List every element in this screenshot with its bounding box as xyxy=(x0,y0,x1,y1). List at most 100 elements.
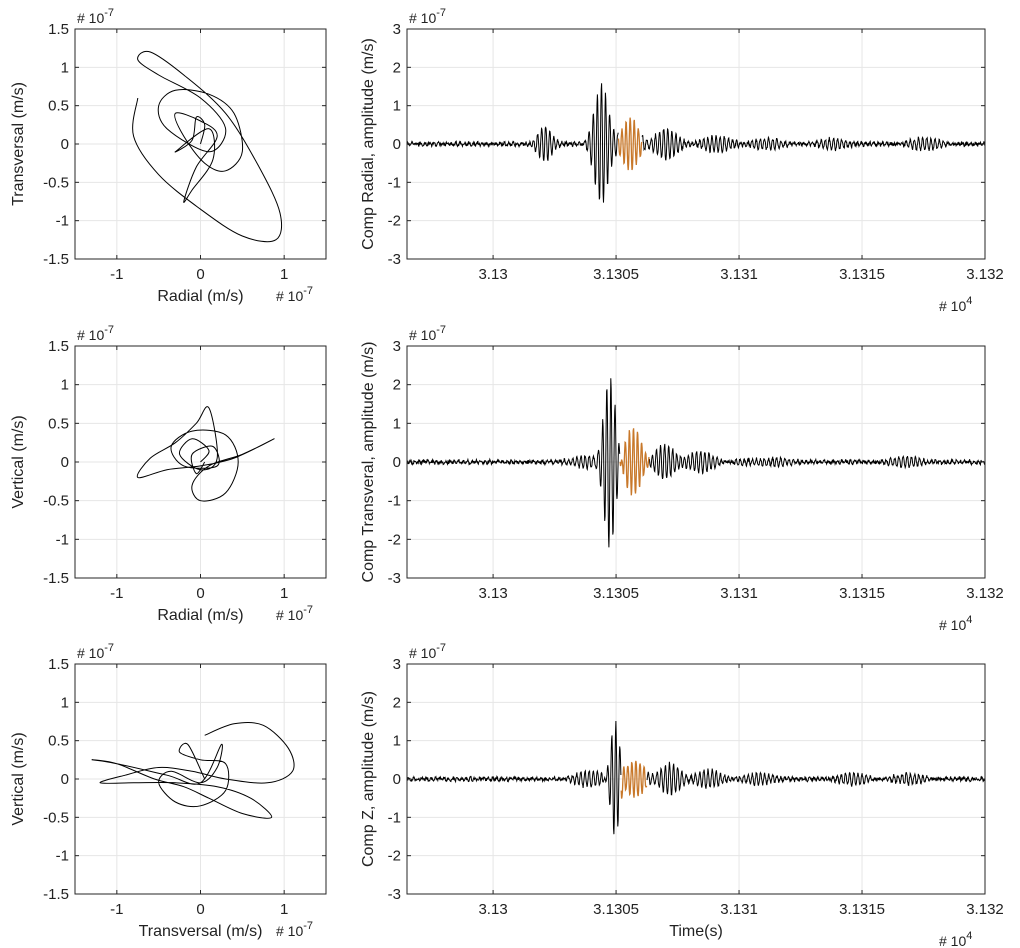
y-exponent-label: # 10-7 xyxy=(77,642,114,661)
y-tick-label: 0 xyxy=(61,454,69,471)
x-tick-label: 3.13 xyxy=(478,585,507,602)
x-tick-label: -1 xyxy=(110,266,123,283)
x-tick-label: 3.132 xyxy=(966,266,1004,283)
particle-motion-trace xyxy=(136,406,275,502)
y-tick-label: -1.5 xyxy=(43,886,69,903)
x-tick-label: 3.132 xyxy=(966,901,1004,918)
y-tick-label: -3 xyxy=(388,570,401,587)
y-tick-label: 0 xyxy=(393,771,401,788)
y-tick-label: -1 xyxy=(56,531,69,548)
hodo-2-chart: -1 0 1 -1.5 -1 -0.5 0 0.5 1 1.5 # 10-7 # 10-7 Radial… xyxy=(10,324,327,624)
y-axis-label: Comp Transveral, amplitude (m/s) xyxy=(360,342,377,583)
y-tick-label: -1 xyxy=(388,493,401,510)
x-tick-label: 1 xyxy=(280,266,288,283)
x-exponent: -7 xyxy=(303,285,313,297)
x-exponent-label: # 104 xyxy=(939,295,972,314)
y-tick-label: -3 xyxy=(388,251,401,268)
y-tick-label: -1.5 xyxy=(43,570,69,587)
y-exponent-label: # 10-7 xyxy=(77,7,114,26)
y-tick-label: 0.5 xyxy=(48,415,69,432)
y-tick-label: -1 xyxy=(56,213,69,230)
x-tick-label: 3.1305 xyxy=(593,266,639,283)
x-tick-label: 0 xyxy=(196,901,204,918)
x-exponent-label: # 104 xyxy=(939,930,972,948)
x-tick-label: 3.132 xyxy=(966,585,1004,602)
x-axis-label: Time(s) xyxy=(669,923,723,940)
y-tick-label: 3 xyxy=(393,656,401,673)
x-exponent-label: # 10-7 xyxy=(276,920,313,939)
x-axis-label: Transversal (m/s) xyxy=(139,923,263,940)
y-tick-label: 1.5 xyxy=(48,21,69,38)
y-tick-label: 1 xyxy=(61,377,69,394)
y-tick-label: 2 xyxy=(393,59,401,76)
y-tick-label: 2 xyxy=(393,377,401,394)
particle-motion-trace xyxy=(132,50,283,243)
y-tick-label: 1 xyxy=(393,733,401,750)
x-axis-label: Radial (m/s) xyxy=(157,607,243,624)
seismogram-trace xyxy=(406,83,986,203)
x-tick-label: -1 xyxy=(110,901,123,918)
seismogram-trace xyxy=(406,720,986,835)
highlighted-window-trace xyxy=(620,760,648,799)
x-axis-label: Radial (m/s) xyxy=(157,288,243,305)
y-exponent: -7 xyxy=(104,324,114,336)
x-tick-label: 3.1315 xyxy=(839,585,885,602)
y-tick-label: 3 xyxy=(393,21,401,38)
x-exponent-label: # 10-7 xyxy=(276,285,313,304)
y-tick-label: -0.5 xyxy=(43,174,69,191)
y-tick-label: 1 xyxy=(393,415,401,432)
y-tick-label: -2 xyxy=(388,213,401,230)
y-tick-label: -2 xyxy=(388,848,401,865)
y-tick-label: 1 xyxy=(61,694,69,711)
y-exponent: -7 xyxy=(104,7,114,19)
y-exponent-label: # 10-7 xyxy=(77,324,114,343)
y-exponent-label: # 10-7 xyxy=(409,7,446,26)
y-axis-label: Comp Radial, amplitude (m/s) xyxy=(360,38,377,250)
y-tick-label: 0 xyxy=(61,136,69,153)
seis-transversal-chart: 3.13 3.1305 3.131 3.1315 3.132 -3 -2 -1 0 1 2 3 # 10… xyxy=(360,324,1004,633)
y-tick-label: 1 xyxy=(61,59,69,76)
x-tick-label: 3.1315 xyxy=(839,266,885,283)
y-tick-label: 0.5 xyxy=(48,733,69,750)
y-tick-label: 0 xyxy=(393,136,401,153)
y-exponent: -7 xyxy=(104,642,114,654)
particle-motion-trace xyxy=(91,721,295,819)
x-tick-label: 3.13 xyxy=(478,901,507,918)
x-tick-label: 3.131 xyxy=(720,585,758,602)
x-tick-label: 3.1305 xyxy=(593,585,639,602)
y-exponent-label: # 10-7 xyxy=(409,324,446,343)
y-tick-label: 1.5 xyxy=(48,338,69,355)
highlighted-window-trace xyxy=(617,117,643,171)
y-tick-label: 0 xyxy=(393,454,401,471)
x-exponent-label: # 10-7 xyxy=(276,604,313,623)
x-tick-label: 1 xyxy=(280,585,288,602)
x-tick-label: 3.13 xyxy=(478,266,507,283)
x-exponent: -7 xyxy=(303,604,313,616)
y-axis-label: Vertical (m/s) xyxy=(10,415,27,508)
x-exponent: -7 xyxy=(303,920,313,932)
x-exponent: 4 xyxy=(966,930,972,942)
y-axis-label: Transversal (m/s) xyxy=(10,82,27,206)
y-tick-label: 3 xyxy=(393,338,401,355)
y-exponent: -7 xyxy=(436,7,446,19)
y-tick-label: -0.5 xyxy=(43,493,69,510)
y-axis-label: Comp Z, amplitude (m/s) xyxy=(360,691,377,867)
y-tick-label: 0 xyxy=(61,771,69,788)
x-tick-label: 3.131 xyxy=(720,266,758,283)
x-exponent: 4 xyxy=(966,614,972,626)
y-tick-label: 0.5 xyxy=(48,98,69,115)
y-exponent-label: # 10-7 xyxy=(409,642,446,661)
x-tick-label: 3.1305 xyxy=(593,901,639,918)
y-tick-label: -2 xyxy=(388,531,401,548)
x-tick-label: 0 xyxy=(196,585,204,602)
x-tick-label: 1 xyxy=(280,901,288,918)
y-tick-label: 2 xyxy=(393,694,401,711)
x-tick-label: -1 xyxy=(110,585,123,602)
y-tick-label: -1 xyxy=(56,848,69,865)
y-tick-label: 1.5 xyxy=(48,656,69,673)
x-tick-label: 3.1315 xyxy=(839,901,885,918)
y-tick-label: -3 xyxy=(388,886,401,903)
y-tick-label: -1.5 xyxy=(43,251,69,268)
seis-radial-chart: 3.13 3.1305 3.131 3.1315 3.132 -3 -2 -1 0 1 2 3 # 10… xyxy=(360,7,1004,314)
